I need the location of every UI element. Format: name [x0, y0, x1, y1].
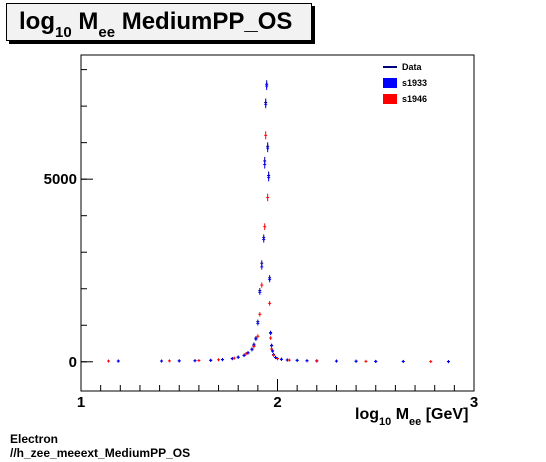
legend-swatch	[383, 78, 397, 88]
data-point	[236, 355, 240, 359]
footer-line1: Electron	[10, 432, 59, 446]
data-point	[295, 358, 299, 362]
data-point	[197, 358, 201, 363]
data-point	[265, 82, 269, 91]
legend-label: Data	[402, 62, 423, 72]
data-point	[268, 276, 272, 283]
data-point	[252, 344, 256, 349]
data-point	[429, 360, 433, 364]
data-point	[263, 160, 267, 169]
data-point	[354, 359, 358, 363]
data-point	[364, 359, 368, 363]
x-tick-label: 2	[273, 394, 281, 411]
data-point	[160, 359, 164, 363]
legend-label: s1946	[402, 94, 427, 104]
axes: 1 2 3 0 5000	[44, 69, 478, 411]
data-point	[276, 356, 279, 361]
data-point	[287, 358, 291, 362]
data-point	[334, 359, 338, 363]
data-point	[230, 357, 234, 361]
data-point	[256, 321, 260, 326]
data-point	[167, 359, 171, 363]
data-point	[107, 359, 111, 363]
x-tick-label: 1	[77, 394, 85, 411]
data-point	[232, 356, 236, 360]
title-log: log	[19, 8, 55, 35]
data-point	[269, 331, 273, 336]
data-point	[258, 289, 262, 295]
y-tick-label: 5000	[44, 171, 77, 188]
xlabel-m: M	[391, 406, 410, 423]
data-point	[269, 336, 273, 340]
data-point	[268, 301, 272, 306]
data-point	[264, 100, 268, 109]
footer: Electron //h_zee_meeext_MediumPP_OS	[10, 432, 190, 460]
plot-frame	[80, 54, 475, 392]
data-point	[271, 349, 275, 353]
data-point	[177, 359, 181, 363]
footer-line2: //h_zee_meeext_MediumPP_OS	[10, 446, 191, 460]
data-point	[116, 359, 120, 363]
chart-title: log10 Mee MediumPP_OS	[19, 8, 293, 41]
data-point	[279, 357, 283, 361]
data-point	[446, 360, 450, 364]
data-point	[266, 144, 270, 153]
data-point	[260, 282, 264, 288]
data-point	[246, 351, 250, 355]
data-point	[266, 193, 270, 202]
title-m: M	[71, 8, 99, 35]
x-tick-label: 3	[470, 394, 478, 411]
data-point	[260, 264, 264, 270]
xlabel-sub: 10	[379, 416, 392, 428]
data-point	[272, 353, 276, 357]
title-box: log10 Mee MediumPP_OS	[6, 3, 312, 41]
data-point	[220, 358, 224, 362]
x-axis-label: log10 Mee [GeV]	[355, 406, 469, 428]
legend: Data s1933 s1946	[383, 62, 427, 104]
data-point	[242, 353, 246, 358]
xlabel-log: log	[355, 406, 379, 423]
data-point	[250, 348, 254, 352]
data-point	[256, 334, 260, 339]
legend-swatch	[383, 94, 397, 104]
data-point	[305, 359, 309, 363]
data-point	[254, 337, 258, 341]
data-point	[274, 356, 278, 360]
data-point	[193, 359, 197, 363]
data-point	[209, 358, 213, 362]
data-point	[217, 358, 221, 362]
y-tick-label: 0	[69, 354, 77, 371]
xlabel-sub2: ee	[409, 416, 422, 428]
title-sub: 10	[55, 24, 72, 41]
data-point	[244, 352, 248, 356]
data-point	[267, 173, 271, 182]
data-point	[315, 359, 319, 363]
data-point	[401, 359, 405, 363]
title-rest: MediumPP_OS	[115, 8, 293, 35]
title-sub2: ee	[98, 24, 116, 41]
data-point	[263, 223, 267, 231]
data-point	[264, 131, 268, 140]
legend-label: s1933	[402, 78, 427, 88]
data-point	[270, 343, 274, 348]
data-points	[107, 80, 450, 364]
data-point	[262, 236, 266, 243]
data-point	[374, 359, 378, 363]
xlabel-unit: [GeV]	[421, 406, 469, 423]
data-point	[270, 347, 274, 351]
data-point	[258, 312, 262, 317]
